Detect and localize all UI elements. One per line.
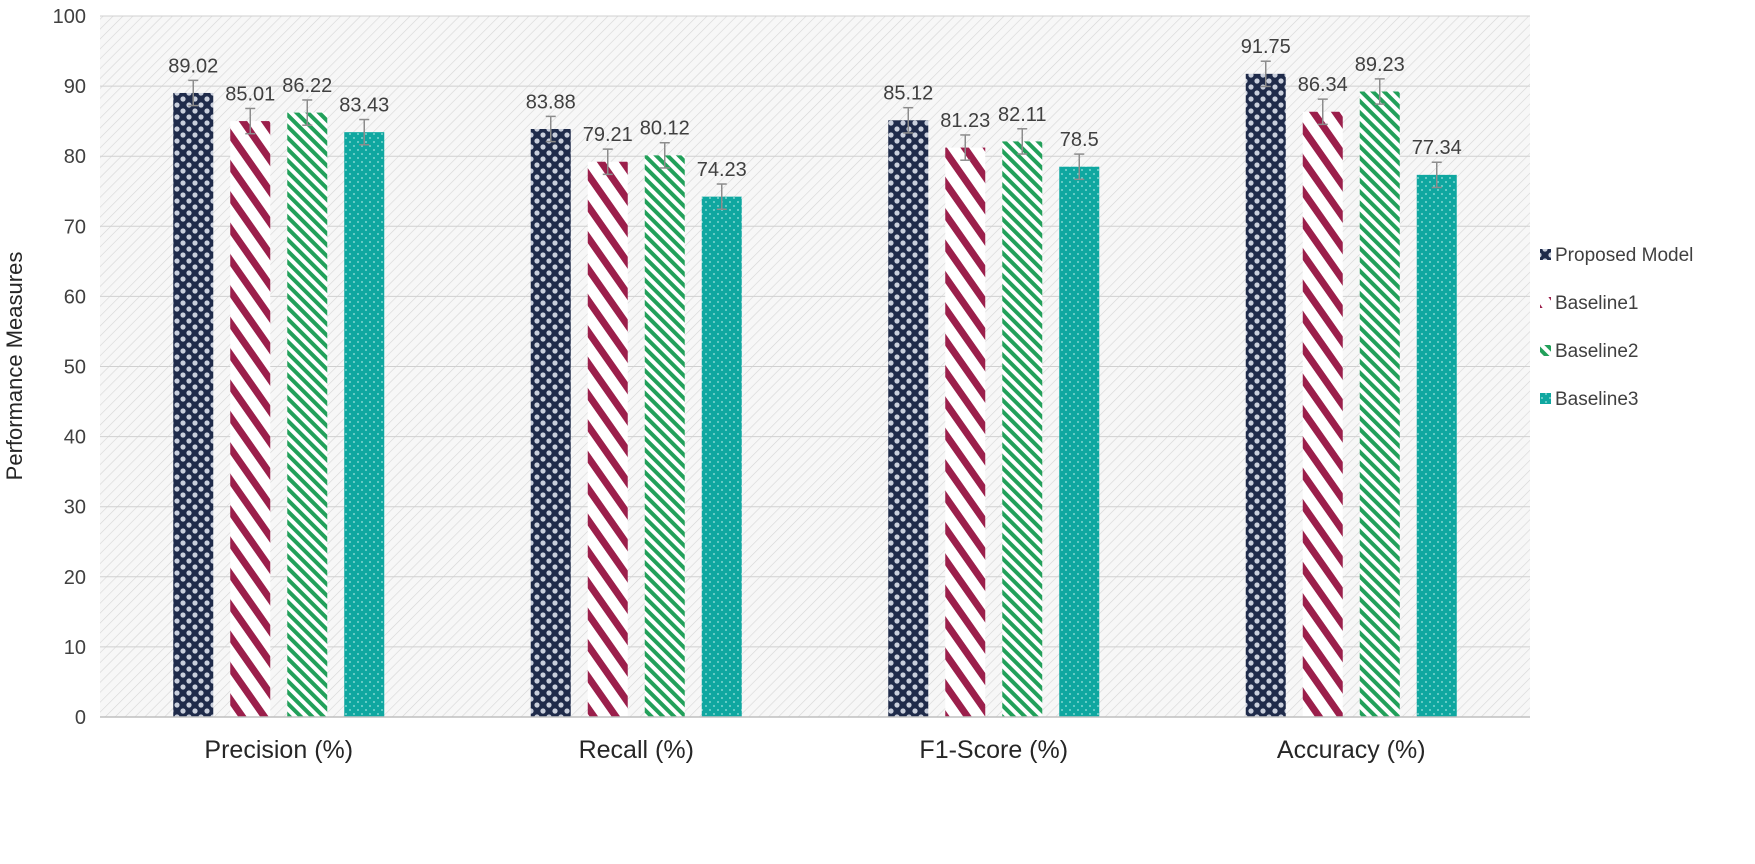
x-category-label-accuracy: Accuracy (%) [1277,736,1426,764]
error-bar-baseline3-recall [716,183,727,211]
x-axis-categories: Precision (%) Recall (%) F1-Score (%) Accur… [204,736,1425,764]
x-category-label-precision: Precision (%) [204,736,353,764]
error-bar-baseline2-recall [659,141,670,169]
y-tick-label: 40 [64,427,86,449]
error-bar-baseline1-f1-score [960,134,971,161]
bar-baseline3-accuracy [1416,174,1457,717]
data-label-baseline3-precision: 83.43 [339,95,389,117]
bar-baseline1-precision [230,121,271,718]
legend-label-proposed-model: Proposed Model [1555,245,1693,266]
error-bar-proposed-model-precision [188,79,199,107]
data-label-baseline1-f1-score: 81.23 [940,110,990,132]
bar-baseline1-recall [587,161,628,717]
bar-proposed-model-recall [530,129,571,717]
bar-baseline3-f1-score [1059,166,1100,718]
bar-baseline2-precision [287,112,328,718]
data-label-baseline2-recall: 80.12 [640,118,690,140]
error-bar-baseline3-f1-score [1074,153,1085,181]
y-tick-label: 60 [64,286,86,308]
bar-baseline2-accuracy [1359,91,1400,718]
y-tick-label: 30 [64,497,86,519]
legend-swatch-baseline2 [1540,345,1551,356]
error-bars-layer [188,60,1442,211]
y-tick-label: 20 [64,567,86,589]
bar-baseline1-accuracy [1302,111,1343,718]
x-category-label-recall: Recall (%) [579,736,694,764]
data-labels-layer: 89.02 85.01 86.22 83.43 83.88 79.21 80.12 74.23… [168,36,1462,181]
data-label-baseline3-recall: 74.23 [697,159,747,181]
legend-swatch-baseline1 [1540,297,1551,308]
data-label-baseline1-precision: 85.01 [225,83,275,105]
legend-item-baseline3: Baseline3 [1540,389,1638,410]
data-label-proposed-model-f1-score: 85.12 [883,83,933,105]
legend-swatch-proposed-model [1540,249,1551,260]
data-label-baseline1-accuracy: 86.34 [1298,74,1348,96]
bar-proposed-model-accuracy [1245,73,1286,717]
bar-baseline3-recall [701,196,742,717]
bars-layer [173,73,1457,718]
y-tick-label: 90 [64,76,86,98]
y-tick-label: 10 [64,637,86,659]
error-bar-baseline2-accuracy [1374,78,1385,105]
bar-proposed-model-precision [173,92,214,718]
data-label-baseline2-accuracy: 89.23 [1355,54,1405,76]
bar-proposed-model-f1-score [888,120,929,718]
bar-baseline1-f1-score [945,147,986,717]
legend-item-proposed-model: Proposed Model [1540,245,1693,266]
gridlines [100,15,1530,648]
legend-swatch-baseline3 [1540,393,1551,404]
data-label-proposed-model-recall: 83.88 [526,91,576,113]
legend-label-baseline3: Baseline3 [1555,389,1638,410]
y-tick-label: 100 [53,6,86,28]
data-label-proposed-model-accuracy: 91.75 [1241,36,1291,58]
bar-baseline3-precision [344,132,385,717]
error-bar-baseline1-recall [602,148,613,176]
error-bar-baseline3-precision [359,118,370,146]
legend: Proposed Model Baseline1 Baseline2 Baseline… [1540,245,1693,410]
data-label-baseline2-precision: 86.22 [282,75,332,97]
y-tick-label: 80 [64,146,86,168]
bar-baseline2-recall [644,155,685,718]
error-bar-proposed-model-recall [545,115,556,143]
data-label-baseline3-f1-score: 78.5 [1060,129,1099,151]
error-bar-baseline1-accuracy [1317,98,1328,126]
legend-item-baseline1: Baseline1 [1540,293,1638,314]
y-tick-label: 0 [75,707,86,729]
data-label-baseline1-recall: 79.21 [583,124,633,146]
legend-label-baseline1: Baseline1 [1555,293,1638,314]
error-bar-baseline2-precision [302,99,313,126]
error-bar-baseline2-f1-score [1017,128,1028,155]
y-axis-label: Performance Measures [2,252,27,481]
y-tick-label: 70 [64,216,86,238]
x-category-label-f1-score: F1-Score (%) [919,736,1068,764]
data-label-baseline3-accuracy: 77.34 [1412,137,1462,159]
error-bar-baseline1-precision [245,107,256,135]
data-label-proposed-model-precision: 89.02 [168,55,218,77]
error-bar-proposed-model-f1-score [903,106,914,134]
data-label-baseline2-f1-score: 82.11 [998,104,1047,126]
bar-baseline2-f1-score [1002,141,1043,717]
y-axis-ticks: 0 10 20 30 40 50 60 70 80 90 100 [53,6,86,729]
y-tick-label: 50 [64,357,86,379]
error-bar-proposed-model-accuracy [1260,60,1271,88]
legend-label-baseline2: Baseline2 [1555,341,1638,362]
error-bar-baseline3-accuracy [1431,161,1442,189]
legend-item-baseline2: Baseline2 [1540,341,1638,362]
